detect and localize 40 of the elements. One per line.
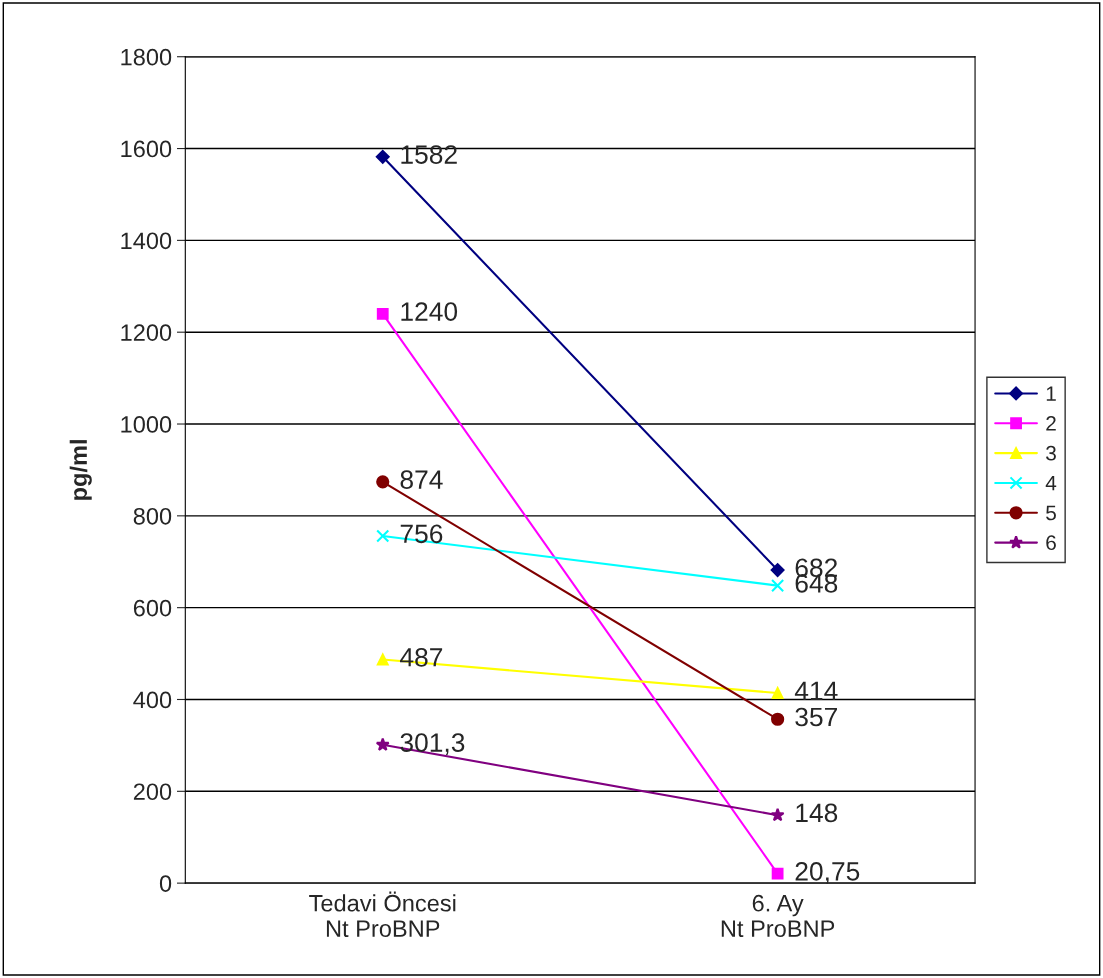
point bbox=[771, 867, 784, 880]
y-tick-label: 600 bbox=[133, 599, 172, 617]
point bbox=[771, 712, 785, 726]
point bbox=[376, 529, 390, 543]
point bbox=[376, 475, 390, 489]
legend-label: 2 bbox=[1046, 416, 1056, 431]
point bbox=[376, 307, 389, 320]
point bbox=[376, 653, 389, 666]
data-label: 1240 bbox=[401, 302, 458, 321]
x-tick-label: 6. Ay Nt ProBNP bbox=[721, 894, 835, 938]
point bbox=[770, 807, 785, 822]
y-tick-label: 1200 bbox=[121, 324, 172, 341]
data-label: 1582 bbox=[401, 145, 457, 164]
point bbox=[375, 149, 390, 164]
legend-label: 4 bbox=[1045, 475, 1057, 491]
data-label: 414 bbox=[794, 681, 838, 700]
y-tick-label: 800 bbox=[133, 507, 172, 525]
data-label: 756 bbox=[400, 524, 443, 544]
y-tick-label: 1600 bbox=[121, 140, 172, 158]
y-tick-label: 200 bbox=[133, 783, 172, 801]
legend-label: 3 bbox=[1046, 445, 1056, 461]
data-label: 301,3 bbox=[400, 733, 465, 755]
legend-label: 6 bbox=[1046, 535, 1056, 551]
data-label: 874 bbox=[400, 470, 443, 489]
legend-label: 1 bbox=[1046, 386, 1056, 401]
point bbox=[375, 737, 390, 751]
data-label: 20,75 bbox=[795, 862, 860, 884]
y-tick-label: 0 bbox=[159, 875, 172, 892]
data-label: 148 bbox=[796, 803, 838, 823]
point bbox=[770, 563, 785, 577]
y-tick-label: 1400 bbox=[121, 232, 172, 250]
y-tick-label: 1000 bbox=[121, 416, 172, 433]
y-tick-label: 1800 bbox=[121, 48, 172, 66]
data-label: 357 bbox=[795, 707, 837, 727]
x-tick-label: Tedavi Öncesi Nt ProBNP bbox=[309, 891, 456, 938]
point bbox=[771, 579, 785, 593]
y-axis-title: pg/ml bbox=[69, 440, 92, 500]
y-tick-label: 400 bbox=[133, 691, 172, 709]
legend-label: 5 bbox=[1046, 505, 1056, 521]
point bbox=[771, 687, 784, 699]
